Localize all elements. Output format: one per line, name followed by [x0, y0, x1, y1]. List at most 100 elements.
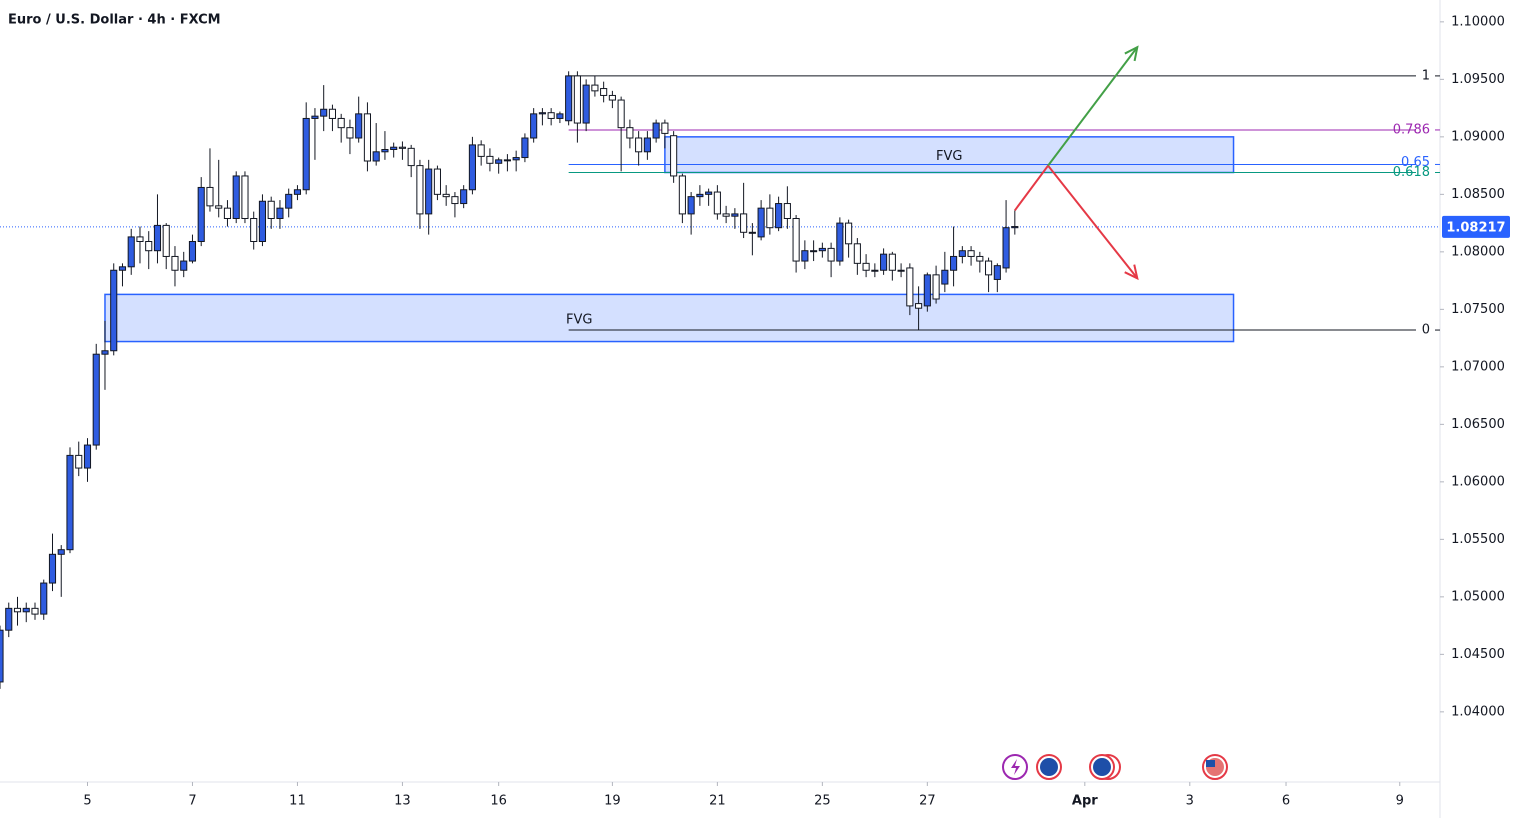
candle-body [425, 168, 433, 215]
candle-body [92, 353, 100, 446]
candle-body [617, 99, 625, 129]
candle-body [390, 146, 398, 150]
candle-body [923, 274, 931, 307]
candle-body [801, 250, 809, 262]
x-tick-label: Apr [1072, 794, 1098, 809]
candle-body [110, 269, 118, 352]
candle-body [372, 151, 380, 162]
y-tick-label: 1.09500 [1451, 72, 1505, 87]
candle-body [845, 222, 853, 245]
candle-body [818, 247, 826, 252]
x-tick-label: 13 [394, 794, 411, 809]
candle-body [75, 454, 83, 469]
y-tick-label: 1.09000 [1451, 129, 1505, 144]
y-tick-label: 1.07000 [1451, 359, 1505, 374]
candle-body [180, 260, 188, 271]
candle-body [862, 262, 870, 271]
candle-body [530, 113, 538, 139]
arrow-path [1047, 46, 1139, 167]
candle-body [783, 203, 791, 220]
x-tick-label: 9 [1396, 794, 1404, 809]
candle-body [223, 207, 232, 219]
candle-body [250, 218, 258, 242]
fvg-label: FVG [566, 312, 592, 327]
candle-body [976, 255, 984, 262]
candle-body [1011, 226, 1019, 229]
candle-body [722, 213, 730, 217]
x-tick-label: 5 [83, 794, 91, 809]
x-tick-label: 16 [490, 794, 507, 809]
candle-body [31, 607, 39, 615]
candle-body [355, 113, 363, 139]
candle-body [346, 127, 354, 139]
x-tick-label: 6 [1282, 794, 1290, 809]
candle-body [897, 269, 905, 272]
candle-body [468, 144, 476, 191]
candle-body [477, 144, 485, 157]
candle-body [22, 607, 30, 613]
candle-body [118, 266, 127, 271]
candle-body [827, 247, 835, 262]
candle-body [276, 207, 284, 219]
candle-body [83, 444, 92, 469]
candle-body [285, 193, 293, 209]
candle-body [740, 213, 748, 233]
candle-body [66, 454, 74, 551]
candle-body [993, 265, 1001, 280]
fib-label: 1 [1422, 68, 1430, 83]
candle-body [941, 269, 949, 285]
candle-body [608, 94, 616, 101]
x-tick-label: 11 [289, 794, 306, 809]
candle-body [363, 113, 371, 162]
candle-body [311, 115, 319, 119]
candle-body [381, 149, 389, 153]
x-tick-label: 19 [604, 794, 621, 809]
y-tick-label: 1.05500 [1451, 532, 1505, 547]
candle-body [215, 205, 223, 209]
candle-body [188, 241, 197, 262]
candle-body [836, 222, 844, 262]
candle-body [950, 255, 958, 271]
candle-body [460, 189, 468, 205]
candle-body [687, 196, 695, 215]
candle-body [241, 175, 249, 219]
candle-body [635, 137, 643, 153]
candle-body [258, 200, 267, 242]
candle-body [40, 582, 48, 615]
y-tick-label: 1.07500 [1451, 302, 1505, 317]
candle-body [495, 159, 503, 164]
arrow-head [1124, 264, 1139, 281]
candle-body [433, 168, 441, 195]
candle-body [293, 189, 302, 195]
candle-body [442, 193, 450, 198]
candle-body [670, 135, 678, 177]
candle-body [232, 175, 240, 219]
candle-body [1002, 227, 1010, 269]
fib-label: 0.618 [1393, 165, 1430, 180]
candle-body [678, 175, 686, 215]
x-tick-label: 25 [814, 794, 831, 809]
candle-body [582, 84, 590, 124]
y-tick-label: 1.04500 [1451, 647, 1505, 662]
candle-body [13, 607, 22, 613]
arrow-path [1014, 163, 1139, 279]
fib-label: 0.786 [1393, 122, 1430, 137]
y-tick-label: 1.05000 [1451, 589, 1505, 604]
candle-body [407, 147, 415, 167]
candle-body [696, 193, 704, 198]
candle-body [267, 200, 275, 219]
candle-body [5, 607, 13, 631]
arrow-head [1124, 45, 1139, 62]
candle-body [871, 269, 879, 272]
candle-body [573, 75, 581, 124]
x-tick-label: 27 [919, 794, 936, 809]
candle-body [932, 274, 940, 300]
candle-body [906, 267, 914, 307]
candle-body [888, 253, 896, 271]
candle-body [0, 629, 4, 683]
candle-body [556, 113, 564, 119]
candle-body [853, 243, 861, 264]
candle-body [153, 224, 162, 252]
candle-body [206, 186, 214, 207]
